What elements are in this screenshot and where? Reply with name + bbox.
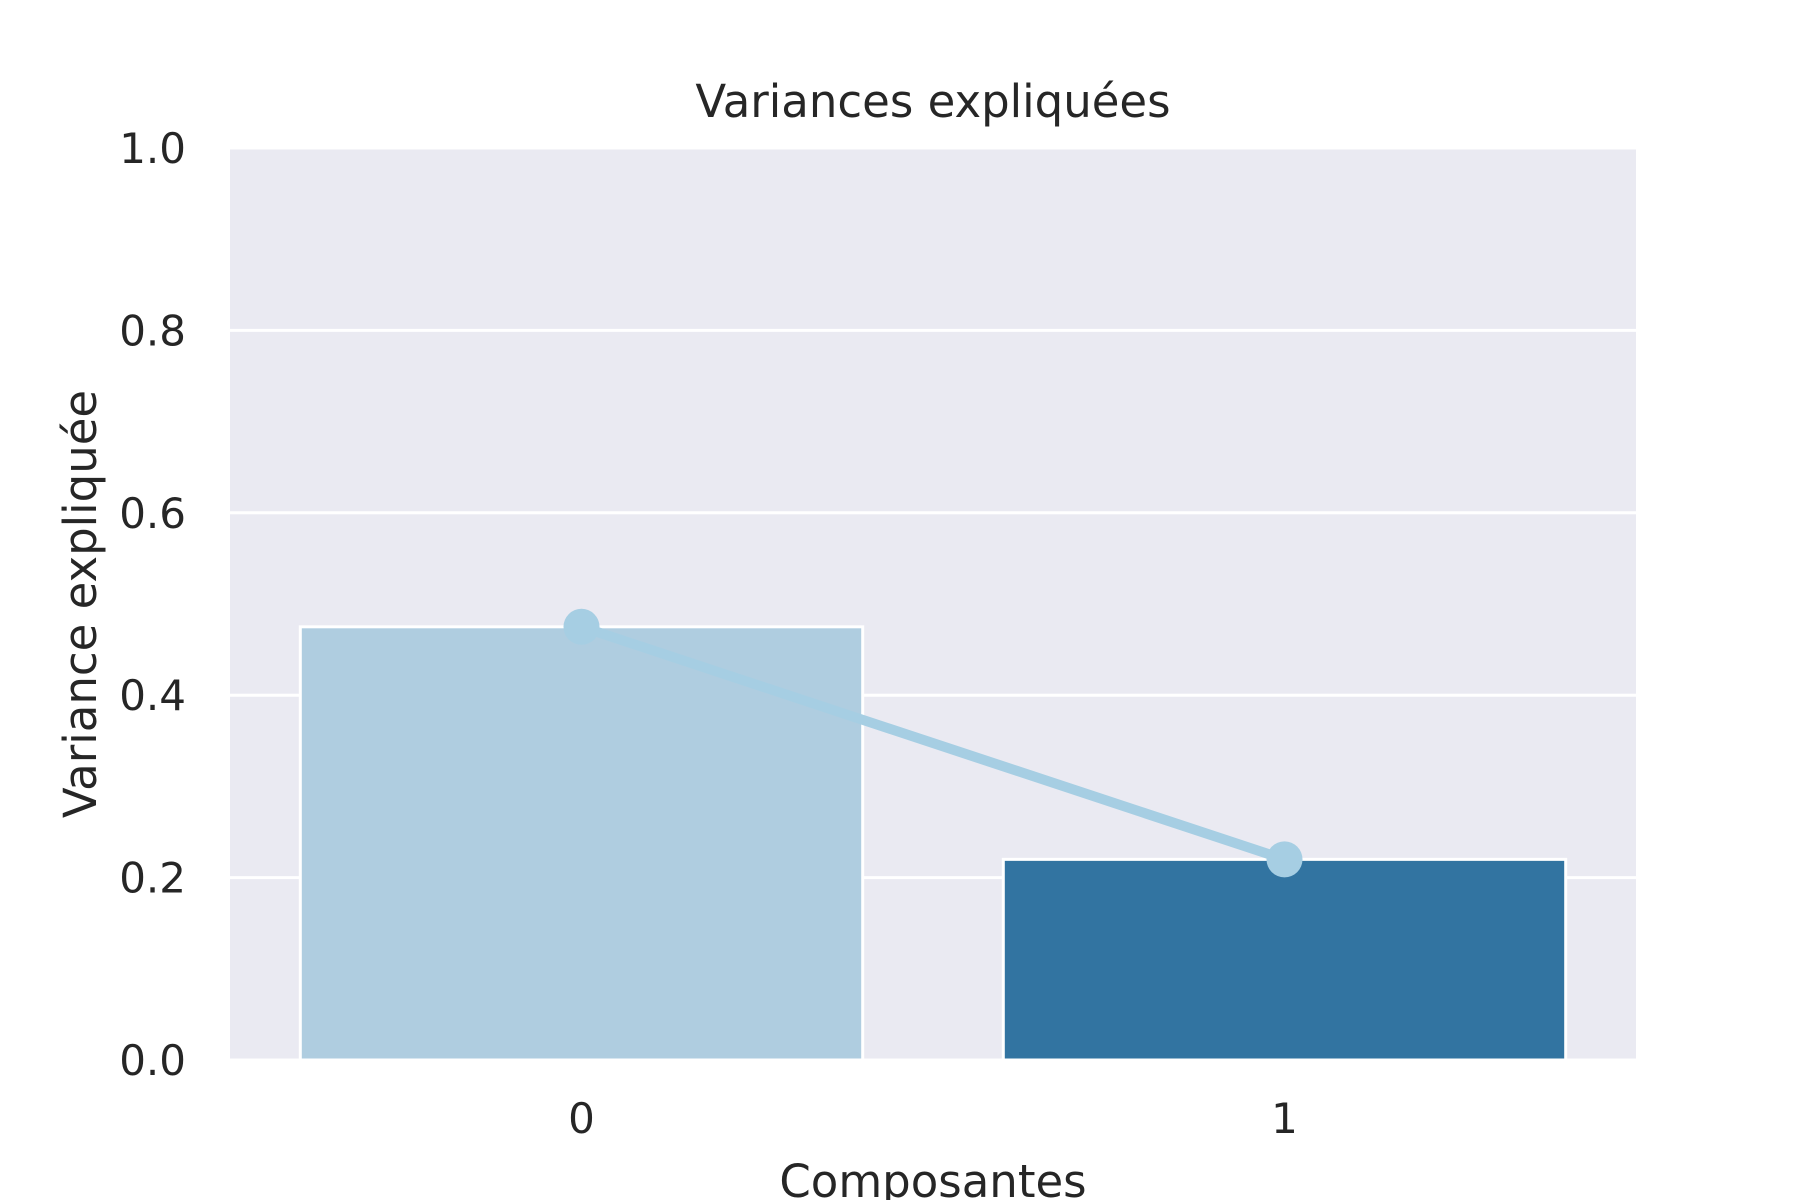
y-tick-label: 0.2 bbox=[119, 854, 186, 903]
x-tick-label: 1 bbox=[1271, 1094, 1298, 1143]
y-tick-label: 0.0 bbox=[119, 1036, 186, 1085]
y-axis-label: Variance expliquée bbox=[54, 390, 107, 818]
bar bbox=[298, 625, 865, 1062]
line-path bbox=[576, 621, 1290, 865]
y-tick-label: 1.0 bbox=[119, 124, 186, 173]
chart-title: Variances expliquées bbox=[695, 75, 1170, 128]
y-tick-labels: 0.0 0.2 0.4 0.6 0.8 1.0 bbox=[119, 124, 186, 1085]
line-point bbox=[563, 608, 600, 645]
y-tick-label: 0.8 bbox=[119, 306, 186, 355]
bars bbox=[298, 625, 1568, 1062]
line-point bbox=[1266, 841, 1303, 878]
x-tick-label: 0 bbox=[568, 1094, 595, 1143]
y-tick-label: 0.4 bbox=[119, 671, 186, 720]
x-axis-label: Composantes bbox=[779, 1155, 1086, 1200]
line-series bbox=[563, 608, 1303, 878]
bar bbox=[1001, 857, 1568, 1062]
y-tick-label: 0.6 bbox=[119, 489, 186, 538]
